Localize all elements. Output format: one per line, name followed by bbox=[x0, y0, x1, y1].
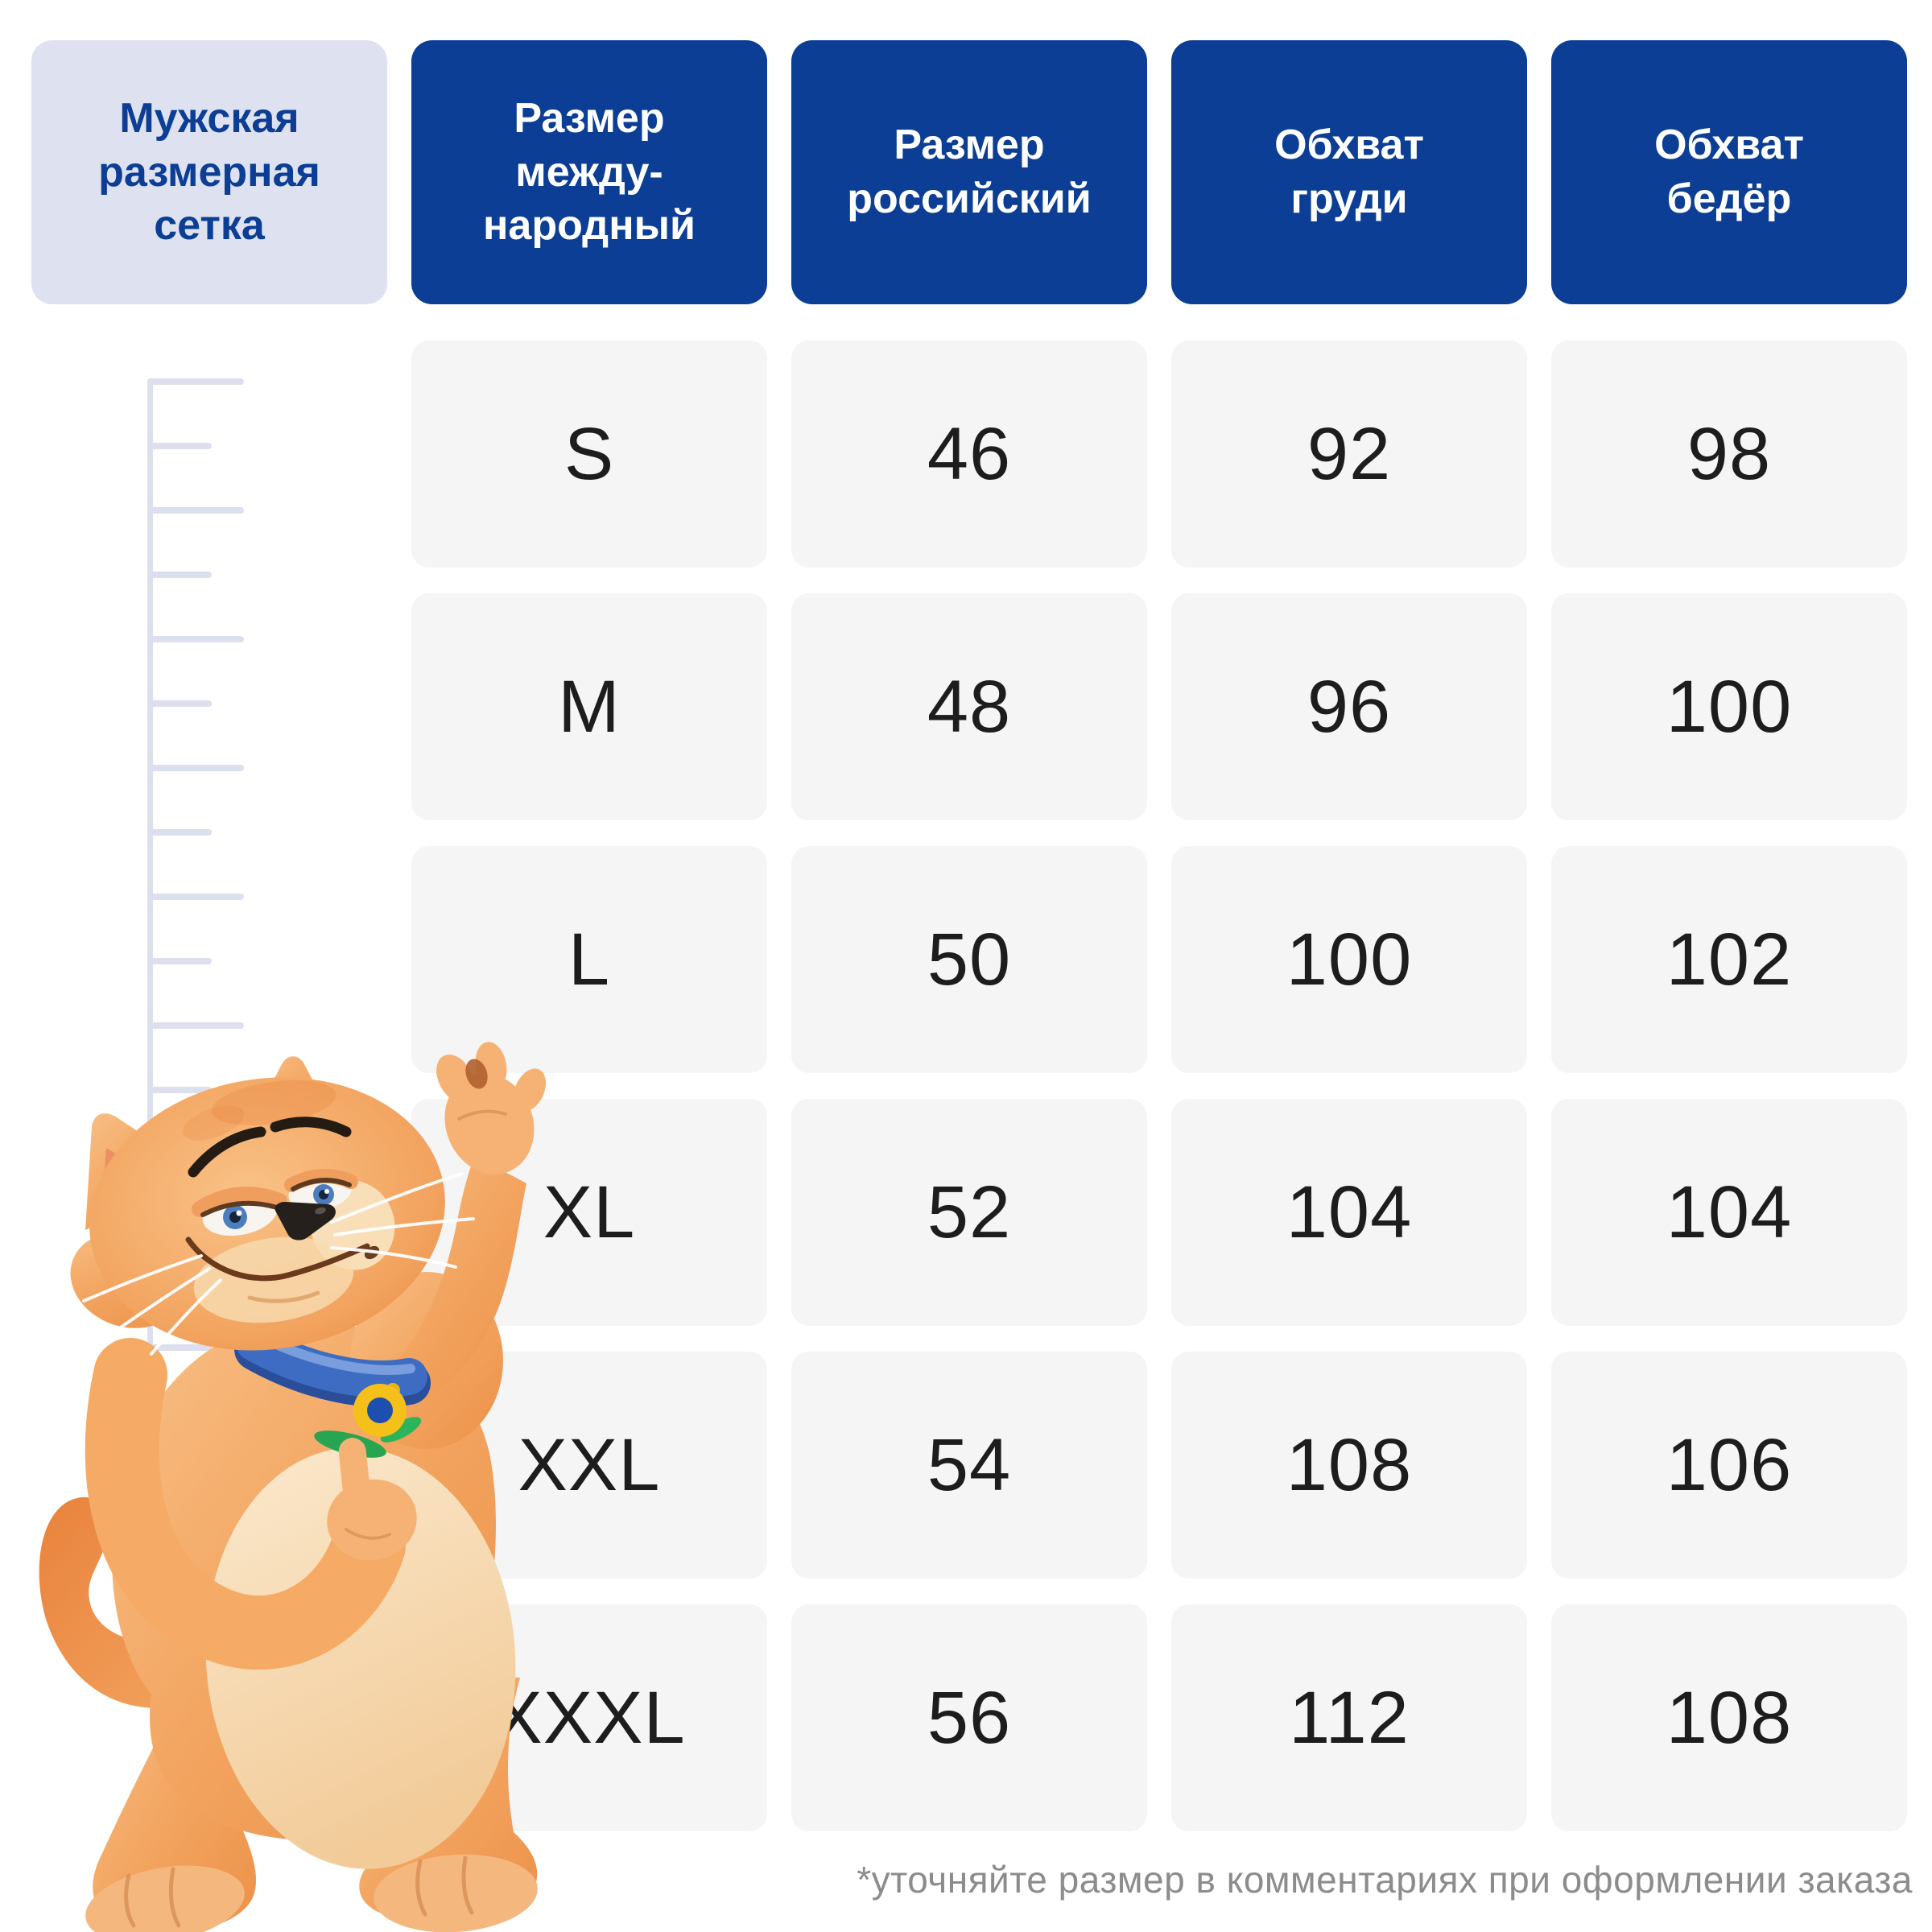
cell-russian-size: 52 bbox=[791, 1099, 1147, 1326]
cell-hips: 104 bbox=[1551, 1099, 1907, 1326]
column-header-label: Обхват груди bbox=[1274, 122, 1424, 222]
cell-russian-size: 48 bbox=[791, 593, 1147, 820]
cell-chest: 104 bbox=[1171, 1099, 1527, 1326]
cell-chest: 96 bbox=[1171, 593, 1527, 820]
paw-pad bbox=[465, 1059, 488, 1089]
column-header-label: Размер российский bbox=[847, 122, 1092, 222]
cat-mascot-illustration bbox=[39, 1042, 547, 1932]
ruler-tick bbox=[147, 443, 212, 449]
ruler-tick bbox=[147, 572, 212, 578]
footnote: *уточняйте размер в комментариях при офо… bbox=[857, 1859, 1913, 1901]
cell-chest: 100 bbox=[1171, 846, 1527, 1073]
cat-crossed-arm bbox=[85, 1338, 417, 1670]
ruler-bar bbox=[147, 378, 153, 1513]
left-eyebrow bbox=[188, 1126, 266, 1178]
cell-russian-size: 54 bbox=[791, 1352, 1147, 1579]
cell-international-size: M bbox=[411, 593, 767, 820]
cell-hips: 98 bbox=[1551, 341, 1907, 568]
cell-hips: 108 bbox=[1551, 1604, 1907, 1831]
cell-international-size: L bbox=[411, 846, 767, 1073]
ruler-tick bbox=[147, 1087, 212, 1093]
cell-international-size: S bbox=[411, 341, 767, 568]
cell-hips: 102 bbox=[1551, 846, 1907, 1073]
cell-chest: 112 bbox=[1171, 1604, 1527, 1831]
right-eye bbox=[284, 1168, 358, 1211]
cell-russian-size: 56 bbox=[791, 1604, 1147, 1831]
right-eyebrow bbox=[270, 1117, 352, 1137]
column-header-hips: Обхват бедёр bbox=[1551, 40, 1907, 304]
column-header-international-size: Размер между- народный bbox=[411, 40, 767, 304]
column-header-chest: Обхват груди bbox=[1171, 40, 1527, 304]
ruler-tick bbox=[147, 765, 244, 771]
ruler-tick bbox=[147, 378, 244, 385]
smile bbox=[185, 1236, 370, 1282]
ruler-tick bbox=[147, 636, 244, 642]
ruler-tick bbox=[147, 507, 244, 514]
column-header-label: Обхват бедёр bbox=[1654, 122, 1804, 222]
cell-russian-size: 46 bbox=[791, 341, 1147, 568]
cell-hips: 106 bbox=[1551, 1352, 1907, 1579]
ruler-tick bbox=[147, 1022, 244, 1029]
medallion-leaf bbox=[380, 1417, 422, 1443]
chart-title-card: Мужская размерная сетка bbox=[31, 40, 387, 304]
collar-medallion bbox=[314, 1383, 422, 1458]
cat-head bbox=[70, 1056, 475, 1356]
cell-chest: 108 bbox=[1171, 1352, 1527, 1579]
whiskers bbox=[82, 1172, 475, 1356]
ruler-tick bbox=[147, 1344, 212, 1351]
ruler-tick bbox=[147, 894, 244, 900]
column-header-label: Размер между- народный bbox=[483, 95, 696, 250]
column-header-russian-size: Размер российский bbox=[791, 40, 1147, 304]
ruler-tick bbox=[147, 700, 212, 707]
chart-title: Мужская размерная сетка bbox=[98, 95, 320, 250]
ruler-tick bbox=[147, 958, 212, 964]
ruler-tick bbox=[147, 829, 212, 836]
cell-hips: 100 bbox=[1551, 593, 1907, 820]
cell-russian-size: 50 bbox=[791, 846, 1147, 1073]
left-eye bbox=[192, 1187, 287, 1236]
cell-chest: 92 bbox=[1171, 341, 1527, 568]
